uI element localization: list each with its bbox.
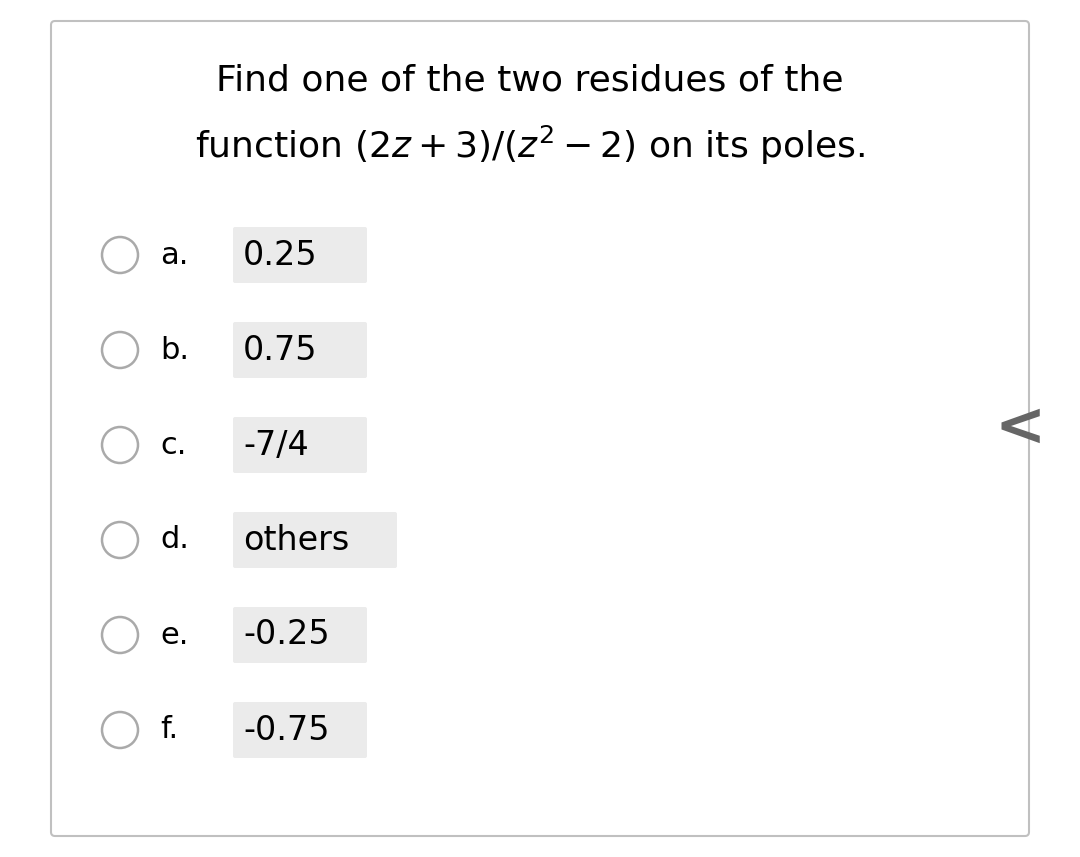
Text: others: others [243,524,349,556]
Text: d.: d. [160,525,189,554]
FancyBboxPatch shape [233,607,367,663]
Text: c.: c. [160,430,187,459]
FancyBboxPatch shape [233,227,367,283]
Text: -0.25: -0.25 [243,619,329,651]
FancyBboxPatch shape [233,322,367,378]
FancyBboxPatch shape [51,21,1029,836]
FancyBboxPatch shape [233,512,397,568]
Text: <: < [995,399,1045,458]
Text: -7/4: -7/4 [243,428,309,462]
FancyBboxPatch shape [233,702,367,758]
Text: f.: f. [160,716,178,745]
FancyBboxPatch shape [233,417,367,473]
Text: a.: a. [160,241,188,269]
Text: e.: e. [160,620,188,650]
Text: 0.75: 0.75 [243,333,318,367]
Text: Find one of the two residues of the: Find one of the two residues of the [216,63,843,97]
Text: b.: b. [160,335,189,364]
Text: 0.25: 0.25 [243,238,318,272]
Text: -0.75: -0.75 [243,714,329,746]
Text: function $(2z + 3)/(z^2 - 2)$ on its poles.: function $(2z + 3)/(z^2 - 2)$ on its pol… [195,123,865,166]
